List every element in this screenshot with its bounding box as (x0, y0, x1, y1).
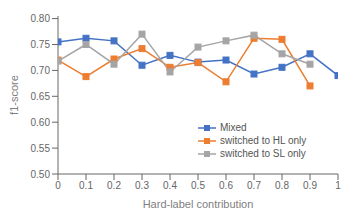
svg-text:0.50: 0.50 (31, 169, 51, 180)
svg-text:0.5: 0.5 (191, 180, 205, 191)
html-text:switched to SL only: switched to SL only (220, 148, 306, 159)
svg-text:0.75: 0.75 (31, 39, 51, 50)
svg-text:0.60: 0.60 (31, 117, 51, 128)
svg-text:0.70: 0.70 (31, 65, 51, 76)
svg-text:0.55: 0.55 (31, 143, 51, 154)
svg-text:0: 0 (55, 180, 61, 191)
svg-text:Hard-label contribution: Hard-label contribution (143, 198, 254, 208)
svg-text:0.80: 0.80 (31, 13, 51, 24)
svg-text:0.8: 0.8 (275, 180, 289, 191)
svg-text:0.2: 0.2 (107, 180, 121, 191)
svg-text:0.6: 0.6 (219, 180, 233, 191)
svg-text:0.9: 0.9 (303, 180, 317, 191)
svg-text:0.7: 0.7 (247, 180, 261, 191)
svg-text:0.3: 0.3 (135, 180, 149, 191)
html-text:switched to HL only: switched to HL only (220, 135, 307, 146)
html-text:Mixed: Mixed (220, 122, 247, 133)
svg-text:0.4: 0.4 (163, 180, 177, 191)
svg-text:0.1: 0.1 (79, 180, 93, 191)
svg-text:f1-score: f1-score (8, 75, 20, 115)
svg-text:1: 1 (335, 180, 341, 191)
svg-text:0.65: 0.65 (31, 91, 51, 102)
